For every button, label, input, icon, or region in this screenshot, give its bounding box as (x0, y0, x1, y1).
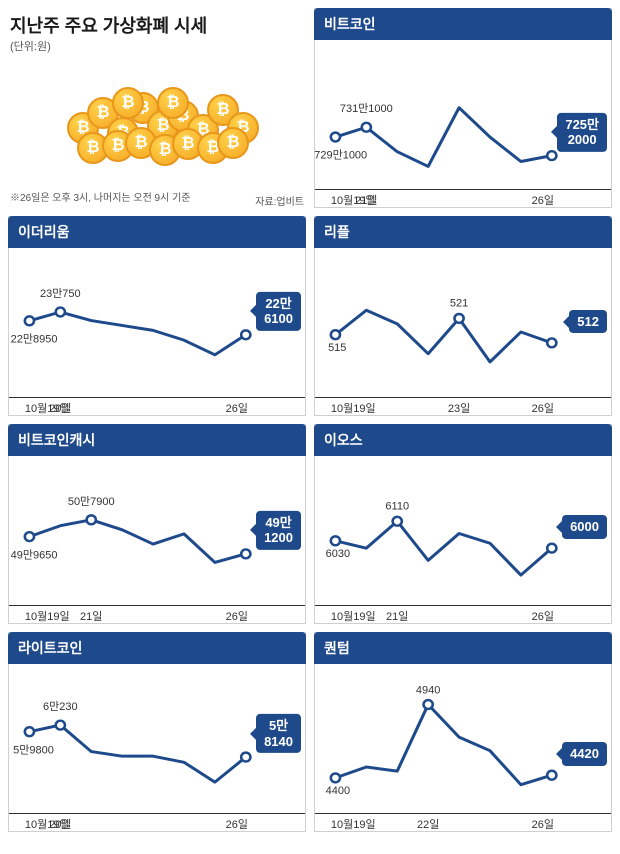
x-tick: 26일 (226, 608, 248, 624)
chart-panel: 이오스 6030 6110 6000 10월19일 21일 26일 (314, 424, 612, 624)
data-point-label: 515 (328, 342, 346, 354)
x-tick: 10월19일 (25, 608, 70, 624)
price-badge: 22만6100 (256, 292, 301, 331)
x-tick: 21일 (355, 192, 377, 208)
chart-panel: 라이트코인5만98006만2305만814010월19일20일26일 (8, 632, 306, 832)
data-point-label: 49만9650 (11, 546, 58, 562)
x-tick: 23일 (448, 400, 470, 416)
chart-title: 비트코인 (314, 8, 612, 40)
unit-label: (단위:원) (8, 38, 306, 58)
price-badge: 725만2000 (557, 113, 607, 152)
x-axis: 10월19일21일26일 (315, 189, 611, 207)
chart-panel: 이더리움22만895023만75022만610010월19일20일26일 (8, 216, 306, 416)
data-point-label: 23만750 (40, 285, 81, 301)
x-tick: 26일 (532, 608, 554, 624)
chart-title: 이오스 (314, 424, 612, 456)
data-point-label: 4940 (416, 684, 440, 696)
chart-panel: 비트코인729만1000731만1000725만200010월19일21일26일 (314, 8, 612, 208)
data-point-label: 731만1000 (340, 100, 393, 116)
x-axis: 10월19일 21일 26일 (315, 605, 611, 623)
chart-title: 이더리움 (8, 216, 306, 248)
x-tick: 20일 (49, 400, 71, 416)
chart-area: 515 521 512 (315, 249, 611, 395)
data-point-label: 4400 (326, 785, 350, 797)
data-point-label: 729만1000 (314, 147, 367, 163)
chart-area: 49만9650 50만7900 49만1200 (9, 457, 305, 603)
x-tick: 26일 (532, 816, 554, 832)
x-tick: 22일 (417, 816, 439, 832)
x-tick: 26일 (532, 192, 554, 208)
chart-panel: 리플 515 521 512 10월19일 23일 26일 (314, 216, 612, 416)
chart-panel: 퀀텀 4400 4940 4420 10월19일 22일 26일 (314, 632, 612, 832)
x-tick: 10월19일 (331, 400, 376, 416)
x-tick: 26일 (226, 816, 248, 832)
chart-title: 리플 (314, 216, 612, 248)
page-title: 지난주 주요 가상화폐 시세 (8, 8, 306, 38)
data-point-label: 6만230 (43, 698, 78, 714)
x-tick: 10월19일 (331, 816, 376, 832)
bitcoin-illustration: ₿₿₿₿₿₿₿₿₿₿₿₿₿₿₿₿₿₿ (8, 58, 306, 185)
data-point-label: 6030 (326, 548, 350, 560)
title-panel: 지난주 주요 가상화폐 시세 (단위:원) ₿₿₿₿₿₿₿₿₿₿₿₿₿₿₿₿₿₿… (8, 8, 306, 208)
x-tick: 26일 (226, 400, 248, 416)
x-tick: 26일 (532, 400, 554, 416)
price-badge: 49만1200 (256, 511, 301, 550)
chart-area: 22만8950 23만750 22만6100 (9, 249, 305, 395)
data-point-label: 50만7900 (68, 493, 115, 509)
chart-area: 4400 4940 4420 (315, 665, 611, 811)
data-point-label: 521 (450, 298, 468, 310)
price-badge: 512 (569, 310, 607, 334)
chart-title: 비트코인캐시 (8, 424, 306, 456)
x-axis: 10월19일 22일 26일 (315, 813, 611, 831)
chart-panel: 비트코인캐시 49만9650 50만7900 49만1200 10월19일 21일 26일 (8, 424, 306, 624)
chart-grid: 지난주 주요 가상화폐 시세 (단위:원) ₿₿₿₿₿₿₿₿₿₿₿₿₿₿₿₿₿₿… (8, 8, 612, 832)
x-tick: 20일 (49, 816, 71, 832)
x-axis: 10월19일20일26일 (9, 813, 305, 831)
footnote: ※26일은 오후 3시, 나머지는 오전 9시 기준 (8, 185, 193, 208)
chart-area: 729만1000 731만1000 725만2000 (315, 41, 611, 187)
x-axis: 10월19일 23일 26일 (315, 397, 611, 415)
source-label: 자료:업비트 (253, 193, 306, 208)
x-axis: 10월19일20일26일 (9, 397, 305, 415)
chart-title: 라이트코인 (8, 632, 306, 664)
data-point-label: 6110 (385, 501, 409, 513)
x-tick: 21일 (386, 608, 408, 624)
price-badge: 6000 (562, 515, 607, 539)
x-axis: 10월19일 21일 26일 (9, 605, 305, 623)
chart-area: 6030 6110 6000 (315, 457, 611, 603)
x-tick: 21일 (80, 608, 102, 624)
price-badge: 4420 (562, 742, 607, 766)
chart-area: 5만9800 6만230 5만8140 (9, 665, 305, 811)
chart-title: 퀀텀 (314, 632, 612, 664)
data-point-label: 22만8950 (11, 330, 58, 346)
data-point-label: 5만9800 (13, 741, 54, 757)
price-badge: 5만8140 (256, 714, 301, 753)
x-tick: 10월19일 (331, 608, 376, 624)
